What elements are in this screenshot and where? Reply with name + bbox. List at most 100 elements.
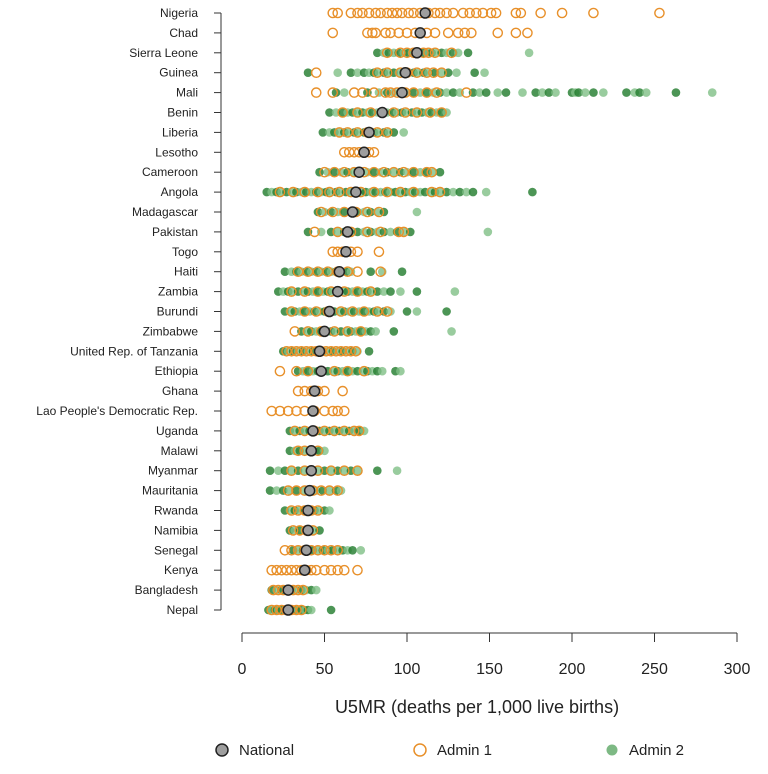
admin1-point [355,326,367,337]
admin2-point [450,287,460,296]
admin1-point [434,186,446,198]
admin1-point [348,87,360,98]
admin1-point [371,67,383,78]
admin2-point [396,287,405,296]
admin1-point [396,7,408,19]
admin1-point [395,47,406,59]
admin2-point [292,486,301,495]
admin1-point [431,87,443,98]
admin2-point [318,128,328,137]
country-label: Pakistan [152,225,198,239]
country-row [285,524,324,537]
country-label: Rwanda [154,504,198,518]
admin2-point [389,327,399,336]
admin1-point [310,67,322,78]
admin1-point [353,425,365,437]
admin1-point [429,47,441,59]
national-point [303,484,316,497]
country-label: Madagascar [132,205,198,219]
admin1-point [398,226,410,238]
national-point [300,544,313,557]
admin1-point [327,206,339,218]
national-point [399,66,412,79]
country-row [303,226,493,238]
admin1-point [286,545,297,556]
legend-entry-admin2: Admin 2 [606,742,684,759]
admin1-point [429,27,441,39]
admin1-point [485,7,497,19]
country-row [274,285,460,298]
admin1-point [337,385,348,397]
national-point [307,405,319,417]
admin2-point [671,88,681,97]
admin1-point [423,47,434,59]
admin1-point [279,545,291,556]
admin2-point [707,88,717,97]
national-point [396,86,408,99]
admin1-point [426,166,438,178]
admin1-point [325,465,337,477]
admin1-point [338,425,350,437]
admin1-point [447,7,459,19]
admin2-point [326,605,336,615]
country-label: Malawi [161,444,198,458]
admin2-point [331,88,341,97]
admin2-point [377,366,387,376]
national-point [315,365,327,377]
country-label: United Rep. of Tanzania [70,344,198,358]
national-point [318,325,331,338]
country-row [310,86,717,99]
admin1-point [302,326,314,337]
admin1-point [332,545,344,556]
admin1-point [292,445,304,457]
admin1-point [441,7,452,19]
country-label: Zimbabwe [143,324,199,338]
admin1-point [365,286,377,297]
admin1-point [292,385,304,397]
admin2-point [353,68,362,77]
country-row [338,146,380,159]
national-point [376,106,388,119]
admin2-point [462,187,471,197]
admin2-point [422,88,432,97]
country-row [289,325,456,338]
admin1-point [400,107,411,118]
admin1-point [522,27,533,39]
admin1-point [291,485,302,496]
admin1-point [370,7,381,19]
admin1-point [299,286,311,297]
admin1-point [338,564,350,576]
admin2-point [386,307,395,316]
admin1-point [289,425,301,437]
admin2-point [475,88,484,97]
admin1-point [312,286,324,297]
admin1-point [466,27,477,39]
country-row [327,27,533,39]
country-row [285,425,369,437]
admin1-point [334,186,345,198]
admin2-point [480,68,489,77]
admin1-point [492,27,504,39]
admin1-point [362,206,373,218]
national-point [341,226,354,238]
admin1-point [381,47,393,59]
admin1-point [327,87,339,98]
country-row [265,464,402,477]
admin2-point [412,307,422,316]
national-point [411,47,423,59]
admin1-point [426,186,438,198]
country-row [265,484,346,497]
admin2-point [340,88,349,97]
admin1-point [373,206,385,218]
legend-marker-national [215,743,229,757]
admin2-point [364,347,374,356]
country-label: Zambia [158,285,198,299]
admin2-point [551,88,560,97]
admin1-point [391,7,403,19]
admin1-point [408,7,419,19]
admin1-point [338,146,350,158]
national-point [282,604,294,616]
admin2-point [325,108,334,117]
admin1-point [332,564,344,576]
admin2-point [359,207,369,217]
